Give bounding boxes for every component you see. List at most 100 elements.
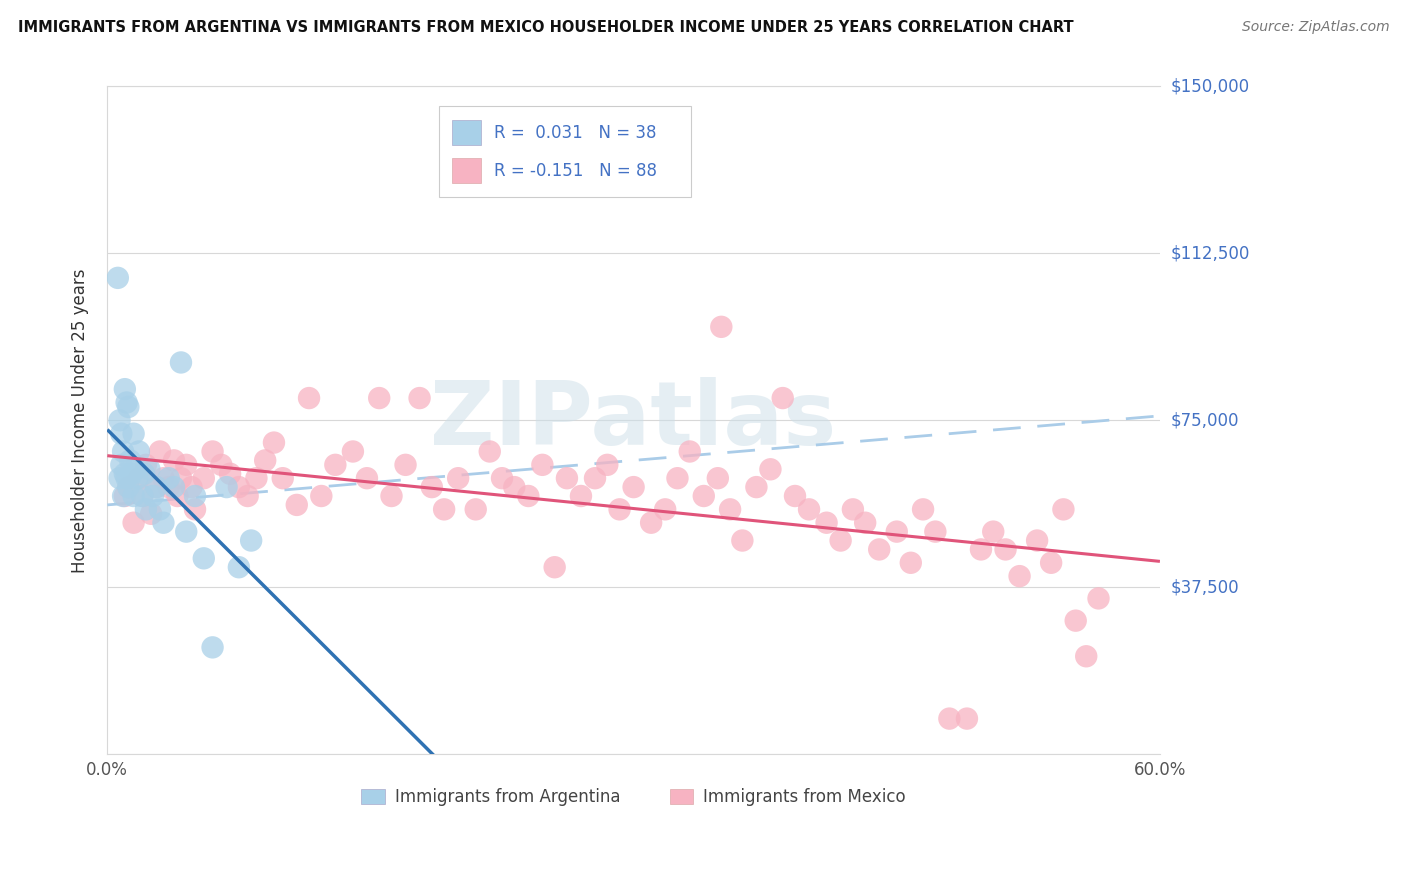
Point [131,489,153,503]
Point [228,480,250,494]
Point [115,395,138,409]
Point [114,489,136,503]
Point [853,516,876,530]
Point [215,480,238,494]
Point [138,462,160,476]
Text: IMMIGRANTS FROM ARGENTINA VS IMMIGRANTS FROM MEXICO HOUSEHOLDER INCOME UNDER 25 : IMMIGRANTS FROM ARGENTINA VS IMMIGRANTS … [18,20,1074,35]
Point [325,458,347,472]
Point [478,444,501,458]
Point [174,524,197,539]
Point [170,355,193,369]
Point [298,391,321,405]
Point [271,471,294,485]
Point [145,480,167,494]
Point [368,391,391,405]
Point [886,524,908,539]
Point [141,507,163,521]
Point [569,489,592,503]
Point [122,426,145,441]
Point [517,489,540,503]
Point [583,471,606,485]
Point [180,480,202,494]
Point [970,542,993,557]
Point [157,471,180,485]
Point [356,471,378,485]
FancyBboxPatch shape [439,106,692,196]
Point [122,516,145,530]
Point [1087,591,1109,606]
Point [201,444,224,458]
Point [679,444,702,458]
Point [815,516,838,530]
Point [609,502,631,516]
Point [772,391,794,405]
Point [1040,556,1063,570]
Point [830,533,852,548]
Point [491,471,513,485]
Point [342,444,364,458]
Y-axis label: Householder Income Under 25 years: Householder Income Under 25 years [72,268,89,573]
Point [759,462,782,476]
Point [135,502,157,516]
Point [981,524,1004,539]
Point [209,458,232,472]
Point [184,489,207,503]
Text: R =  0.031   N = 38: R = 0.031 N = 38 [494,123,657,142]
Point [938,712,960,726]
Point [240,533,263,548]
Point [555,471,578,485]
Point [174,458,197,472]
Point [842,502,865,516]
Point [184,502,207,516]
Point [152,471,174,485]
Point [152,516,174,530]
Point [112,489,135,503]
Point [128,444,150,458]
Point [193,471,215,485]
Text: $112,500: $112,500 [1171,244,1250,262]
Point [654,502,676,516]
Point [380,489,402,503]
Point [120,453,142,467]
Point [121,467,143,481]
Point [127,471,149,485]
FancyBboxPatch shape [451,158,481,183]
Point [464,502,486,516]
Point [142,489,165,503]
Point [114,467,136,481]
Point [122,489,145,503]
Point [117,400,139,414]
Point [433,502,456,516]
Point [900,556,922,570]
Point [994,542,1017,557]
FancyBboxPatch shape [451,120,481,145]
Point [543,560,565,574]
Point [263,435,285,450]
Point [108,413,131,427]
Point [110,426,132,441]
Point [228,560,250,574]
Point [394,458,416,472]
Point [1076,649,1098,664]
Point [797,502,820,516]
Point [114,382,136,396]
Point [623,480,645,494]
Point [124,462,146,476]
Legend: Immigrants from Argentina, Immigrants from Mexico: Immigrants from Argentina, Immigrants fr… [354,781,912,813]
Point [163,480,186,494]
Point [135,458,157,472]
Point [245,471,267,485]
Point [134,467,156,481]
Point [956,712,979,726]
Point [236,489,259,503]
Point [408,391,430,405]
Text: $75,000: $75,000 [1171,411,1240,429]
Point [112,444,135,458]
Point [1026,533,1049,548]
Point [1008,569,1031,583]
Point [157,480,180,494]
Point [201,640,224,655]
Point [166,489,188,503]
Point [149,444,172,458]
Text: $37,500: $37,500 [1171,578,1240,596]
